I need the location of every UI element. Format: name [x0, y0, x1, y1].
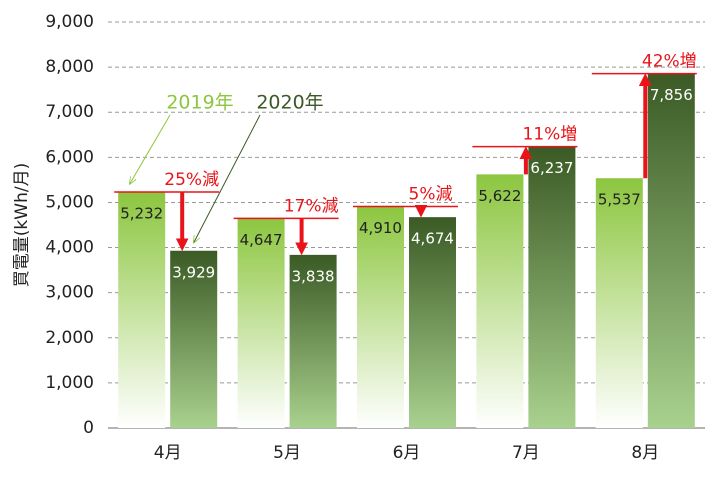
change-annotation: 5%減	[409, 185, 453, 205]
x-tick-label: 4月	[154, 443, 182, 463]
y-tick-label: 8,000	[45, 57, 94, 77]
data-label: 4,674	[411, 230, 454, 248]
legend-pointer	[130, 114, 171, 184]
bar	[409, 217, 456, 428]
y-axis-label: 買電量(kWh/月)	[12, 163, 32, 287]
legend-label: 2020年	[256, 92, 323, 114]
data-label: 4,910	[359, 219, 402, 237]
bar	[595, 178, 643, 428]
x-tick-label: 8月	[631, 443, 659, 463]
y-tick-label: 0	[83, 418, 94, 438]
legend-label: 2019年	[166, 92, 233, 114]
bar	[118, 191, 166, 428]
bar	[528, 146, 576, 428]
bar	[476, 174, 524, 428]
bar	[289, 254, 337, 428]
bar	[170, 250, 218, 428]
x-tick-label: 5月	[273, 443, 301, 463]
change-annotation: 17%減	[284, 196, 339, 216]
y-tick-label: 1,000	[45, 373, 94, 393]
x-tick-label: 7月	[512, 443, 540, 463]
y-tick-label: 9,000	[45, 12, 94, 32]
data-label: 7,856	[650, 86, 693, 104]
data-label: 5,232	[120, 204, 163, 222]
y-tick-label: 2,000	[45, 328, 94, 348]
legend-pointer	[194, 114, 261, 243]
y-tick-label: 3,000	[45, 283, 94, 303]
data-label: 3,838	[292, 267, 335, 285]
change-annotation: 11%増	[523, 125, 578, 145]
y-tick-label: 7,000	[45, 102, 94, 122]
bar	[647, 73, 695, 428]
y-tick-label: 6,000	[45, 147, 94, 167]
data-label: 5,537	[598, 191, 641, 209]
y-tick-label: 4,000	[45, 238, 94, 258]
change-annotation: 25%減	[164, 170, 219, 190]
data-label: 6,237	[530, 159, 573, 177]
data-label: 4,647	[240, 231, 283, 249]
bar	[357, 206, 404, 428]
change-annotation: 42%増	[642, 52, 697, 72]
bar	[237, 218, 285, 428]
y-tick-label: 5,000	[45, 192, 94, 212]
data-label: 5,622	[478, 187, 521, 205]
x-tick-label: 6月	[393, 443, 421, 463]
data-label: 3,929	[172, 263, 215, 281]
